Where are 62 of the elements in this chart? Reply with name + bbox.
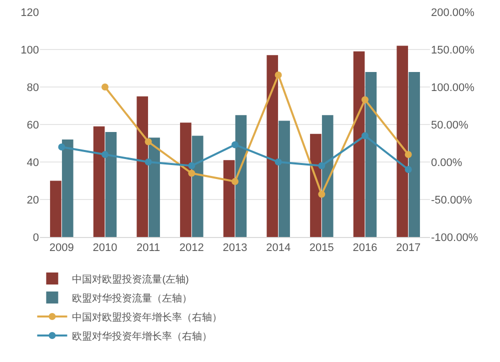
bar xyxy=(148,138,160,237)
x-tick-label: 2016 xyxy=(352,242,378,254)
y2-tick-label: -50.00% xyxy=(431,194,472,206)
point xyxy=(144,158,152,166)
bar xyxy=(62,140,74,237)
point xyxy=(404,166,412,173)
y-tick-label: 80 xyxy=(26,82,39,94)
bar xyxy=(136,96,148,237)
point xyxy=(188,162,196,170)
bar xyxy=(310,134,322,237)
bar xyxy=(408,72,420,237)
y-tick-label: 60 xyxy=(26,119,39,132)
point xyxy=(362,96,368,104)
point xyxy=(102,84,108,90)
x-tick-label: 2011 xyxy=(136,242,160,254)
y2-tick-label: 0.00% xyxy=(431,156,462,169)
bar xyxy=(223,160,235,237)
bar xyxy=(396,46,408,237)
y2-tick-label: 200.00% xyxy=(431,6,475,19)
bar xyxy=(322,115,334,237)
legend-label: 中国对欧盟投资年增长率（右轴） xyxy=(72,311,222,324)
point xyxy=(318,162,326,170)
point xyxy=(144,138,152,146)
point xyxy=(274,72,282,78)
x-tick-label: 2013 xyxy=(222,242,248,254)
point xyxy=(318,190,326,198)
y-tick-label: 120 xyxy=(20,6,39,19)
y2-tick-label: 150.00% xyxy=(431,44,475,56)
y2-tick-label: -100.00% xyxy=(431,232,478,244)
bar xyxy=(266,55,278,237)
bar xyxy=(180,122,192,237)
x-tick-label: 2010 xyxy=(92,242,118,254)
bar xyxy=(235,115,247,237)
bar xyxy=(365,72,377,237)
y2-tick-label: 100.00% xyxy=(431,82,475,94)
point xyxy=(274,158,282,166)
y-tick-label: 20 xyxy=(26,194,39,206)
bar xyxy=(278,120,290,237)
bar xyxy=(93,126,105,237)
legend-label: 欧盟对华投资流量（左轴） xyxy=(72,292,192,304)
y2-tick-label: 50.00% xyxy=(431,119,469,132)
x-tick-label: 2017 xyxy=(396,242,421,254)
x-tick-label: 2014 xyxy=(266,242,291,254)
legend-label: 欧盟对华投资年增长率（右轴） xyxy=(72,330,212,342)
y-tick-label: 40 xyxy=(26,156,39,169)
point xyxy=(404,151,412,158)
point xyxy=(188,170,196,177)
legend-label: 中国对欧盟投资流量(左轴) xyxy=(72,273,189,286)
point xyxy=(232,178,238,185)
x-tick-label: 2009 xyxy=(49,242,74,254)
point xyxy=(58,144,66,150)
point xyxy=(362,132,368,140)
x-tick-label: 2015 xyxy=(309,242,334,254)
point xyxy=(102,151,108,158)
y-tick-label: 0 xyxy=(32,232,39,244)
y-tick-label: 100 xyxy=(20,44,39,56)
bar xyxy=(192,136,204,237)
x-tick-label: 2012 xyxy=(179,242,204,254)
bar xyxy=(105,132,117,237)
bar xyxy=(353,51,365,237)
bar xyxy=(50,180,62,237)
point xyxy=(232,141,238,148)
